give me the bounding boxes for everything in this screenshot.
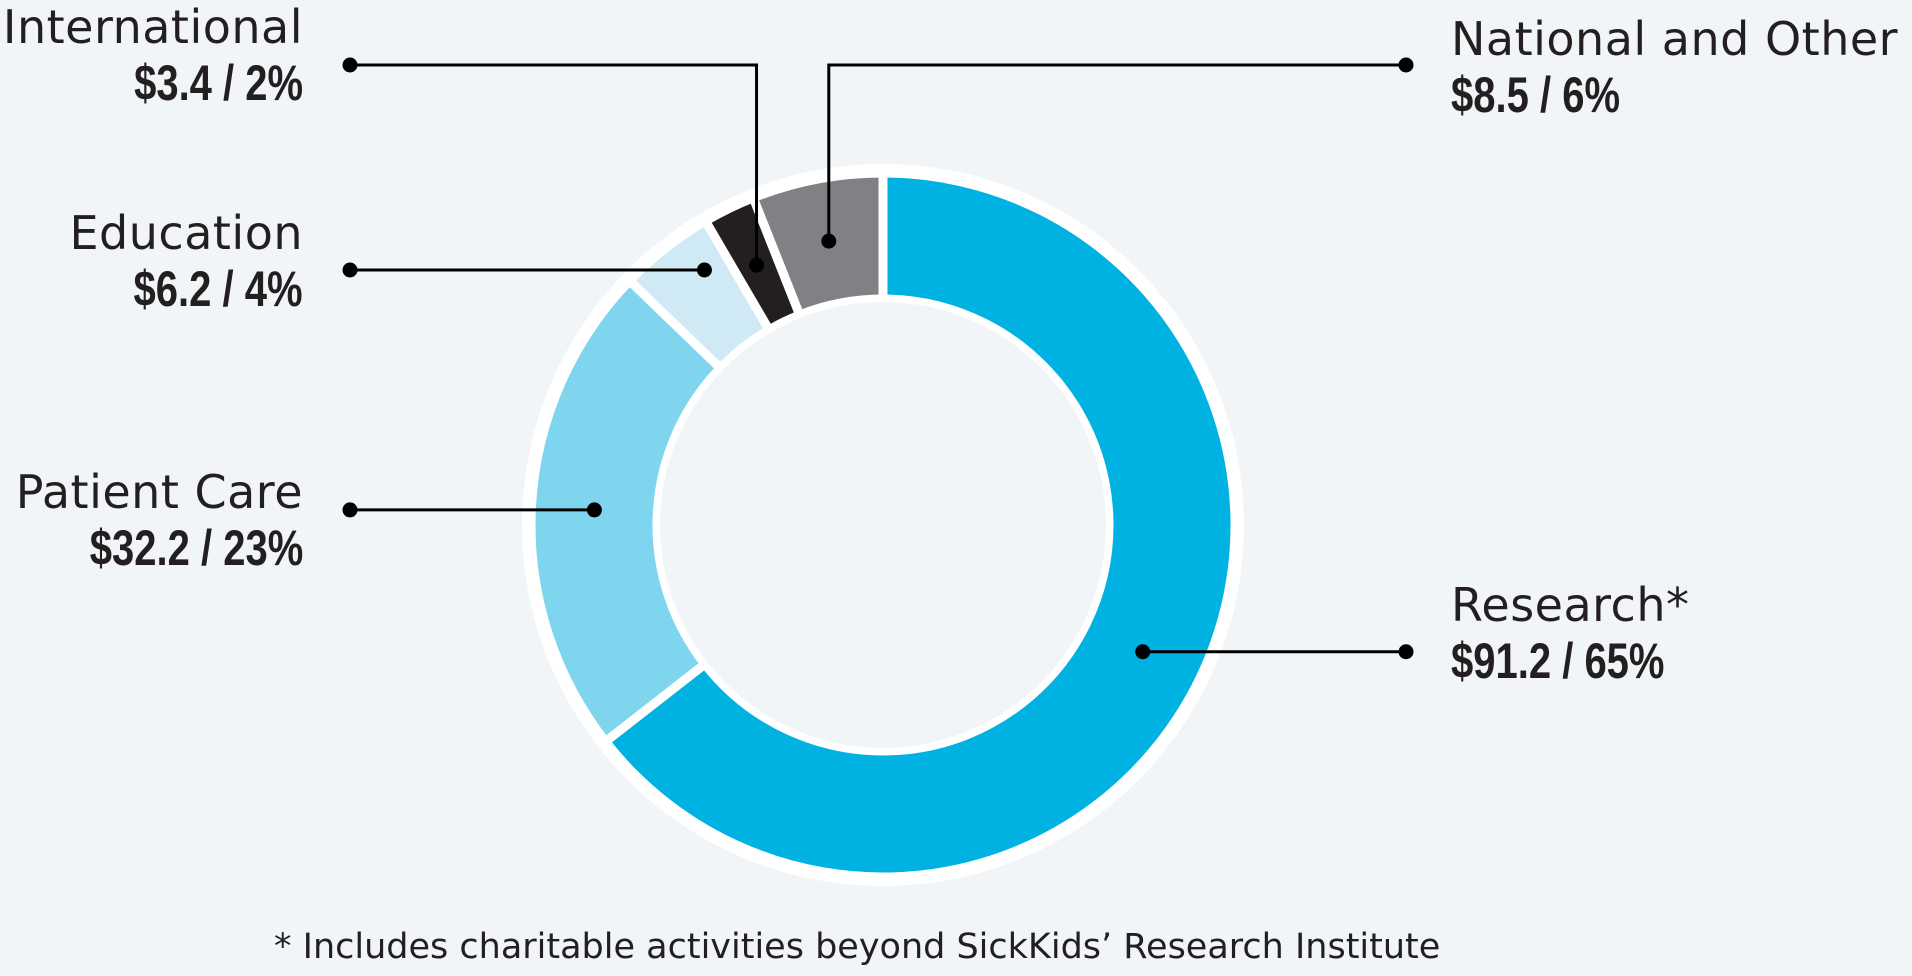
slice-value-research: $91.2 / 65% <box>1451 633 1665 689</box>
label-national-other: National and Other $8.5 / 6% <box>1451 12 1898 124</box>
slice-national-and-other <box>747 168 888 321</box>
leader-line-national-other <box>827 63 1406 242</box>
leader-dot-end-patient-care <box>342 502 358 518</box>
leader-dot-start-research <box>1135 644 1151 660</box>
footnote: * Includes charitable activities beyond … <box>274 927 1441 967</box>
leader-dot-end-research <box>1398 644 1414 660</box>
slice-patient-care <box>526 274 727 748</box>
label-education: Education $6.2 / 4% <box>69 206 303 318</box>
slice-label-education: Education <box>69 206 303 260</box>
leader-dot-start-patient-care <box>586 502 602 518</box>
slice-value-education: $6.2 / 4% <box>133 261 303 317</box>
slice-research <box>599 168 1240 882</box>
leader-dot-start-education <box>696 262 712 278</box>
leader-dot-start-international <box>749 257 765 273</box>
slice-label-research: Research* <box>1451 578 1690 632</box>
slice-value-national-other: $8.5 / 6% <box>1451 67 1621 123</box>
leader-dot-start-national-other <box>821 233 837 249</box>
donut-hole <box>660 302 1106 748</box>
slice-value-patient-care: $32.2 / 23% <box>89 520 303 576</box>
label-patient-care: Patient Care $32.2 / 23% <box>16 465 303 577</box>
slice-value-international: $3.4 / 2% <box>133 55 303 111</box>
slice-label-international: International <box>2 0 303 54</box>
leader-line-international <box>350 63 759 266</box>
leader-dot-end-national-other <box>1398 57 1414 73</box>
label-research: Research* $91.2 / 65% <box>1451 578 1718 690</box>
leader-dot-end-international <box>342 57 358 73</box>
slice-label-national-other: National and Other <box>1451 12 1899 66</box>
leader-dot-end-education <box>342 262 358 278</box>
label-international: International $3.4 / 2% <box>3 0 303 112</box>
slice-label-patient-care: Patient Care <box>15 465 303 519</box>
